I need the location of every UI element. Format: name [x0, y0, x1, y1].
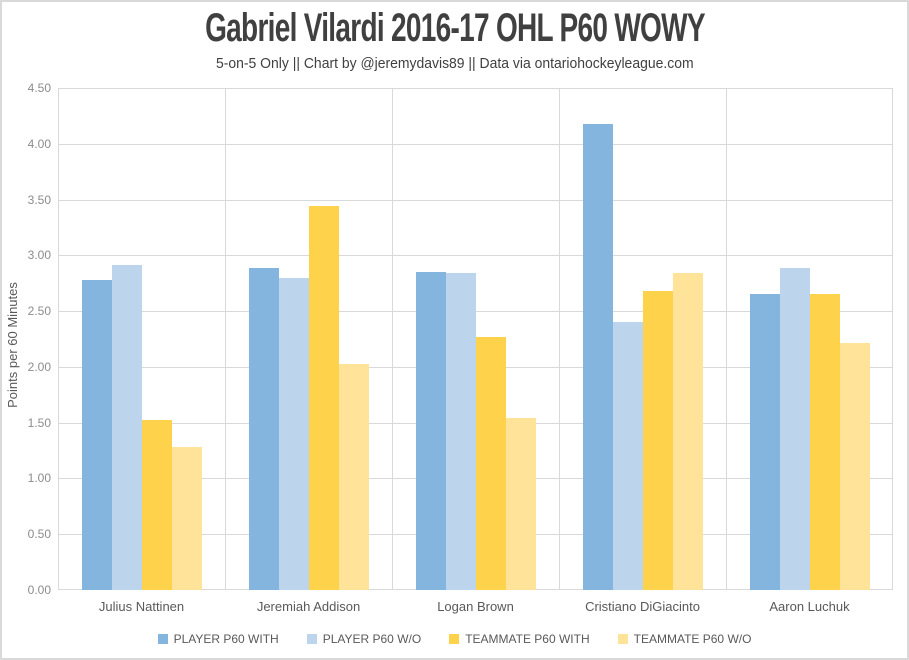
y-tick-0.50: 0.50 — [27, 527, 51, 541]
bar-teammate-p60-w-o-aaron-luchuk — [839, 343, 870, 590]
bar-teammate-p60-w-o-jeremiah-addison — [338, 364, 369, 590]
gridline-v-2 — [392, 88, 393, 590]
chart-subtitle-row: 5-on-5 Only || Chart by @jeremydavis89 |… — [2, 55, 907, 73]
bar-teammate-p60-with-cristiano-digiacinto — [642, 291, 673, 590]
x-label-julius-nattinen: Julius Nattinen — [98, 599, 185, 614]
x-axis-labels: Julius Nattinen Jeremiah Addison Logan Bro… — [58, 599, 893, 615]
y-tick-1.50: 1.50 — [27, 416, 51, 430]
gridline-h-4.00 — [58, 144, 893, 145]
x-label-jeremiah-addison: Jeremiah Addison — [256, 599, 361, 614]
legend-swatch-player-p60-with — [157, 634, 168, 644]
legend-item-teammate-p60-w-o: TEAMMATE P60 W/O — [617, 632, 752, 646]
legend-item-player-p60-w-o: PLAYER P60 W/O — [306, 632, 422, 646]
legend: PLAYER P60 WITH PLAYER P60 W/O TEAMMATE P6… — [2, 632, 907, 646]
gridline-v-4 — [726, 88, 727, 590]
y-tick-2.50: 2.50 — [27, 304, 51, 318]
legend-label-teammate-p60-with: TEAMMATE P60 WITH — [465, 632, 590, 646]
gridline-h-4.50 — [58, 88, 893, 89]
bar-group-aaron-luchuk — [726, 88, 893, 590]
bar-group-logan-brown — [392, 88, 559, 590]
plot-area — [58, 88, 893, 590]
bar-player-p60-with-cristiano-digiacinto — [582, 124, 613, 590]
gridline-v-1 — [225, 88, 226, 590]
bar-teammate-p60-w-o-logan-brown — [505, 418, 536, 590]
legend-label-teammate-p60-w-o: TEAMMATE P60 W/O — [633, 632, 752, 646]
bar-player-p60-with-logan-brown — [415, 272, 446, 590]
bar-teammate-p60-with-jeremiah-addison — [308, 206, 339, 590]
bar-teammate-p60-with-logan-brown — [475, 337, 506, 590]
y-tick-3.50: 3.50 — [27, 193, 51, 207]
bar-teammate-p60-with-aaron-luchuk — [809, 294, 840, 590]
bar-teammate-p60-w-o-cristiano-digiacinto — [672, 273, 703, 590]
gridline-v-0 — [58, 88, 59, 590]
legend-item-teammate-p60-with: TEAMMATE P60 WITH — [449, 632, 590, 646]
gridline-h-2.50 — [58, 311, 893, 312]
y-tick-1.00: 1.00 — [27, 471, 51, 485]
x-label-aaron-luchuk: Aaron Luchuk — [769, 599, 850, 614]
gridline-h-3.50 — [58, 200, 893, 201]
legend-item-player-p60-with: PLAYER P60 WITH — [157, 632, 279, 646]
bar-player-p60-w-o-aaron-luchuk — [779, 268, 810, 590]
bar-player-p60-with-julius-nattinen — [81, 280, 112, 590]
bar-teammate-p60-w-o-julius-nattinen — [171, 447, 202, 590]
legend-label-player-p60-with: PLAYER P60 WITH — [173, 632, 279, 646]
gridline-v-5 — [892, 88, 893, 590]
y-tick-4.00: 4.00 — [27, 137, 51, 151]
bar-player-p60-w-o-jeremiah-addison — [278, 278, 309, 590]
y-tick-0.00: 0.00 — [27, 583, 51, 597]
bar-player-p60-with-aaron-luchuk — [749, 294, 780, 590]
y-axis: 0.00 0.50 1.00 1.50 2.00 2.50 3.00 3.50 4.00 4.50 — [2, 81, 53, 597]
x-label-cristiano-digiacinto: Cristiano DiGiacinto — [585, 599, 700, 614]
legend-swatch-teammate-p60-with — [449, 634, 460, 644]
legend-label-player-p60-w-o: PLAYER P60 W/O — [322, 632, 422, 646]
gridline-v-3 — [559, 88, 560, 590]
bar-group-jeremiah-addison — [225, 88, 392, 590]
x-label-logan-brown: Logan Brown — [437, 599, 514, 614]
y-tick-3.00: 3.00 — [27, 248, 51, 262]
chart-title: Gabriel Vilardi 2016-17 OHL P60 WOWY — [204, 6, 705, 50]
bar-group-cristiano-digiacinto — [559, 88, 726, 590]
bar-player-p60-w-o-cristiano-digiacinto — [612, 322, 643, 590]
chart-subtitle: 5-on-5 Only || Chart by @jeremydavis89 |… — [215, 55, 694, 72]
bar-group-julius-nattinen — [58, 88, 225, 590]
gridline-h-3.00 — [58, 255, 893, 256]
legend-swatch-teammate-p60-w-o — [617, 634, 628, 644]
chart-title-row: Gabriel Vilardi 2016-17 OHL P60 WOWY — [2, 6, 907, 51]
bar-teammate-p60-with-julius-nattinen — [141, 420, 172, 590]
y-tick-2.00: 2.00 — [27, 360, 51, 374]
y-tick-4.50: 4.50 — [27, 81, 51, 95]
bar-player-p60-with-jeremiah-addison — [248, 268, 279, 590]
bar-player-p60-w-o-julius-nattinen — [111, 265, 142, 590]
bar-player-p60-w-o-logan-brown — [445, 273, 476, 590]
legend-swatch-player-p60-w-o — [306, 634, 317, 644]
